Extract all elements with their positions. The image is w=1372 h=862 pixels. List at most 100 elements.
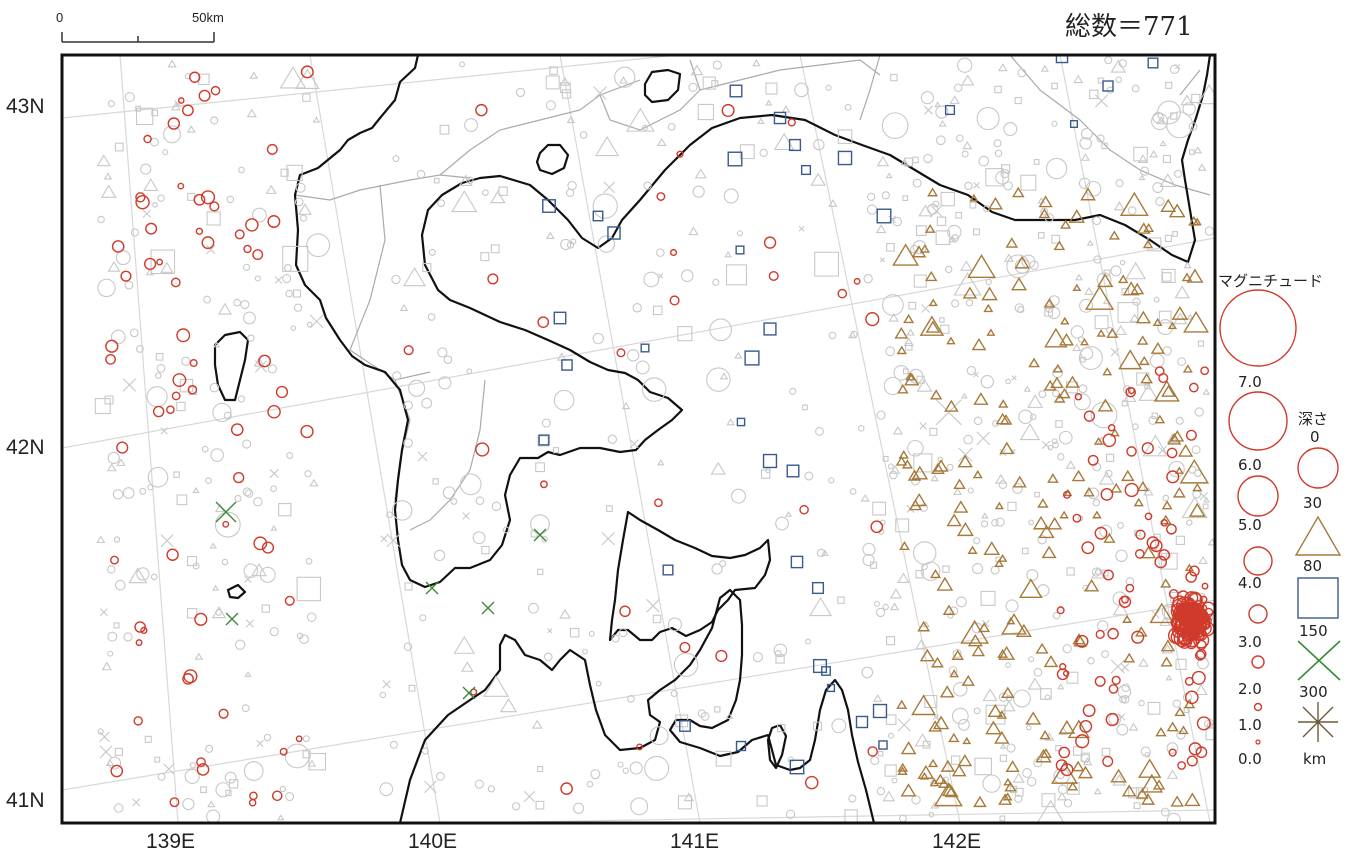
event-triangle (1080, 337, 1089, 346)
event-circle (189, 71, 201, 83)
event-circle (135, 345, 144, 353)
event-circle (1192, 489, 1202, 499)
event-circle (955, 134, 964, 142)
event-square (113, 622, 120, 629)
event-square (481, 545, 490, 555)
event-square (422, 263, 432, 273)
event-triangle (928, 298, 938, 307)
event-square (136, 107, 154, 126)
event-circle (876, 410, 886, 420)
lon-axis: 139E 140E 141E 142E (146, 830, 981, 853)
event-cross (646, 598, 660, 613)
event-triangle (948, 235, 957, 243)
event-circle (1173, 629, 1192, 648)
event-triangle (1138, 657, 1149, 667)
event-triangle (1143, 222, 1155, 232)
event-triangle (531, 719, 543, 729)
event-circle (243, 311, 256, 325)
event-cross (225, 612, 239, 626)
event-circle (1087, 454, 1099, 466)
event-square (1172, 231, 1178, 237)
event-triangle (957, 754, 973, 767)
event-circle (1074, 392, 1083, 401)
event-circle (234, 229, 245, 240)
event-triangle (1075, 273, 1083, 281)
event-circle (1070, 325, 1084, 339)
event-circle (676, 150, 684, 158)
event-square (1175, 535, 1186, 545)
event-triangle (1065, 375, 1080, 388)
event-circle (145, 222, 158, 235)
event-cross (1110, 659, 1126, 674)
event-circle (134, 621, 146, 633)
event-circle (263, 733, 272, 742)
event-square (969, 201, 977, 209)
event-triangle (896, 699, 908, 709)
event-triangle (1039, 729, 1051, 740)
event-circle (1117, 685, 1132, 699)
depth-symbol-shallow (1297, 447, 1339, 489)
event-triangle (490, 190, 506, 204)
event-triangle (1096, 273, 1114, 288)
event-triangle (1186, 268, 1204, 283)
event-square (1001, 164, 1011, 174)
event-circle (863, 274, 873, 284)
event-square (186, 608, 198, 619)
depth-label-30: 30 (1303, 494, 1322, 512)
event-circle (156, 258, 164, 266)
event-circle (300, 424, 314, 439)
mag-symbol-3 (1248, 604, 1268, 624)
event-square (607, 226, 621, 240)
event-circle (1177, 357, 1187, 366)
event-triangle (107, 260, 121, 272)
event-square (1147, 57, 1159, 69)
event-circle (1131, 84, 1140, 93)
event-circle (964, 181, 973, 191)
event-square (114, 142, 124, 152)
event-circle (140, 163, 152, 175)
event-triangle (1159, 140, 1167, 147)
event-triangle (998, 399, 1009, 408)
event-square (677, 795, 692, 810)
event-triangle (752, 59, 761, 67)
event-circle (237, 395, 245, 403)
event-square (200, 786, 207, 794)
event-circle (891, 777, 898, 784)
event-circle (667, 617, 682, 632)
event-cross (593, 86, 607, 100)
event-circle (1158, 549, 1170, 561)
event-circle (403, 438, 413, 448)
event-triangle (1047, 516, 1063, 530)
event-circle (985, 278, 992, 286)
event-triangle (951, 764, 967, 777)
event-triangle (1032, 515, 1050, 530)
event-triangle (595, 136, 620, 157)
event-circle (907, 439, 924, 457)
event-circle (1166, 470, 1180, 484)
event-square (173, 471, 180, 478)
event-cross (160, 534, 174, 548)
depth-label-80: 80 (1303, 557, 1322, 575)
event-circle (586, 780, 594, 788)
event-cross (888, 215, 896, 224)
event-cross (462, 512, 470, 520)
event-circle (957, 57, 973, 73)
event-triangle (1177, 443, 1194, 457)
event-circle (1169, 64, 1180, 75)
event-triangle (973, 795, 987, 808)
event-circle (1122, 385, 1132, 394)
event-triangle (986, 328, 996, 336)
event-square (1164, 234, 1172, 243)
event-triangle (1203, 496, 1210, 503)
event-cross (132, 798, 141, 807)
event-circle (617, 761, 624, 768)
event-square (1121, 400, 1128, 407)
event-triangle (933, 459, 949, 472)
event-circle (1170, 630, 1185, 644)
event-circle (1101, 650, 1110, 659)
event-circle (911, 795, 921, 805)
event-triangle (719, 372, 729, 380)
lat-axis: 43N 42N 41N (6, 95, 45, 812)
event-circle (961, 150, 969, 158)
event-circle (736, 230, 743, 237)
